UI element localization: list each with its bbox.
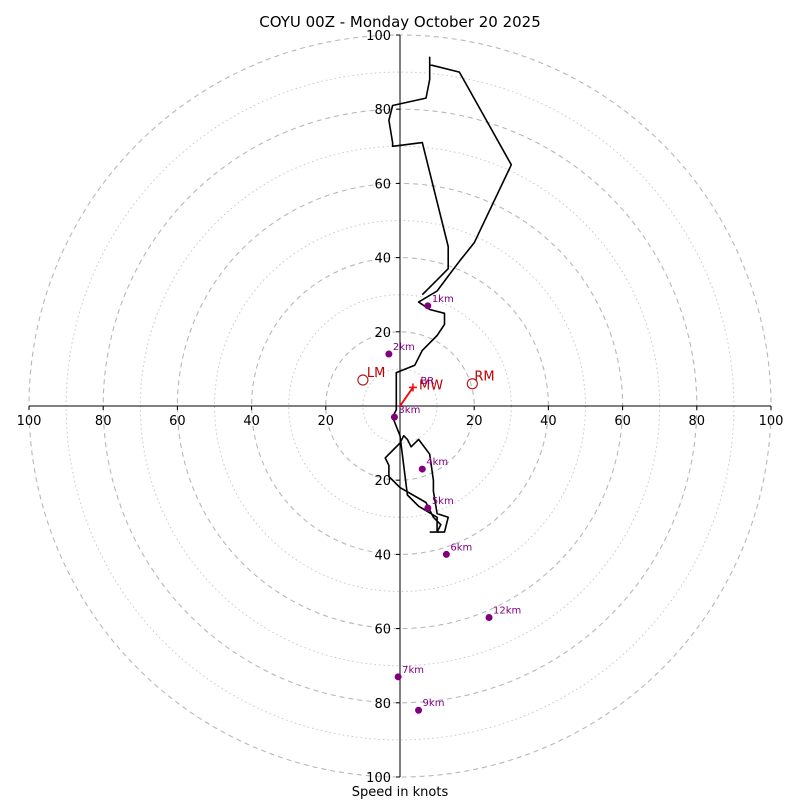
height-marker-2km — [385, 350, 393, 358]
x-tick-label: 60 — [169, 414, 186, 429]
height-label-6km: 6km — [450, 542, 472, 553]
x-tick-label: 20 — [318, 414, 335, 429]
height-label-2km: 2km — [393, 342, 415, 353]
y-tick-label: 40 — [374, 548, 391, 563]
height-markers: 1km 2km 3km 4km 5km 6km 7km 9km 12km — [385, 294, 521, 714]
storm-motion-mw-label: MW — [419, 378, 443, 393]
x-tick-label: 60 — [614, 414, 631, 429]
y-tick-label: 100 — [366, 771, 391, 786]
chart-title: COYU 00Z - Monday October 20 2025 — [259, 13, 541, 31]
y-tick-label: 20 — [374, 326, 391, 341]
storm-motion-lm-label: LM — [367, 366, 385, 381]
height-marker-1km — [424, 302, 432, 310]
height-marker-6km — [442, 550, 450, 558]
y-tick-label: 100 — [366, 29, 391, 44]
height-marker-5km — [424, 504, 432, 512]
y-tick-label: 40 — [374, 252, 391, 267]
x-tick-label: 40 — [243, 414, 260, 429]
storm-motion-rm-marker — [466, 378, 478, 390]
height-label-3km: 3km — [398, 405, 420, 416]
height-label-9km: 9km — [423, 698, 445, 709]
storm-motion-rm-label: RM — [474, 370, 494, 385]
hodograph-series — [384, 56, 513, 533]
x-tick-label: 100 — [759, 414, 784, 429]
x-tick-label: 100 — [17, 414, 42, 429]
hodograph-line — [384, 56, 513, 533]
storm-motion-lm-marker — [357, 374, 369, 386]
y-tick-label: 60 — [374, 623, 391, 638]
height-marker-9km — [415, 706, 423, 714]
x-tick-label: 40 — [540, 414, 557, 429]
y-tick-label: 20 — [374, 474, 391, 489]
height-marker-7km — [394, 673, 402, 681]
height-label-7km: 7km — [402, 665, 424, 676]
x-axis-label: Speed in knots — [352, 785, 449, 800]
tick-labels: 100 100 80 80 60 60 40 40 20 20 20 20 40 40 60 60 80 80 10… — [17, 29, 784, 786]
height-marker-3km — [390, 413, 398, 421]
x-tick-label: 80 — [95, 414, 112, 429]
height-label-1km: 1km — [432, 294, 454, 305]
x-tick-label: 80 — [689, 414, 706, 429]
y-tick-label: 60 — [374, 177, 391, 192]
height-marker-12km — [485, 613, 493, 621]
bunkers-br-label: BR — [420, 376, 434, 387]
height-label-4km: 4km — [426, 457, 448, 468]
height-marker-4km — [418, 465, 426, 473]
height-label-5km: 5km — [432, 496, 454, 507]
mean-wind-vector — [399, 386, 414, 407]
y-tick-label: 80 — [374, 103, 391, 118]
height-label-12km: 12km — [493, 605, 521, 616]
y-tick-label: 80 — [374, 697, 391, 712]
x-tick-label: 20 — [466, 414, 483, 429]
